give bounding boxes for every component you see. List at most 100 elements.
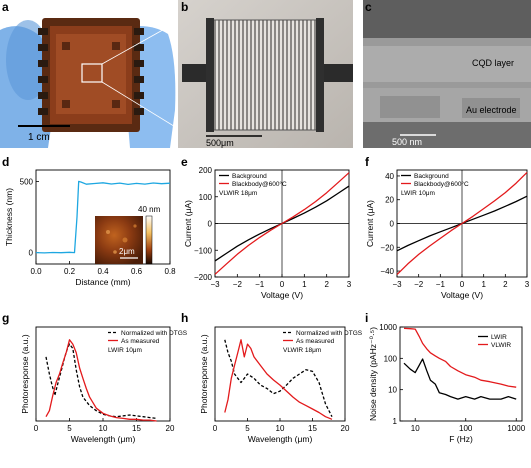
panel-letter-f: f — [365, 155, 370, 169]
x-tick-label-e: −1 — [255, 280, 265, 289]
legend-note-g: LWIR 10μm — [108, 347, 142, 354]
y-tick-label-f: −20 — [380, 243, 394, 252]
y-tick-label-i: 100 — [384, 354, 398, 363]
label-cqd-layer: CQD layer — [472, 58, 514, 68]
y-tick-label-e: 0 — [208, 220, 213, 229]
y-axis-label-g: Photoresponse (a.u.) — [20, 334, 30, 414]
y-tick-label-e: 100 — [199, 193, 213, 202]
x-tick-label-g: 0 — [34, 424, 39, 433]
inset-colorbar-label: 40 nm — [138, 205, 161, 214]
panel-letter-a: a — [2, 0, 9, 14]
zoom-box — [81, 63, 103, 83]
x-tick-label-f: 2 — [503, 280, 508, 289]
x-tick-label-g: 15 — [132, 424, 141, 433]
x-tick-label-e: −2 — [233, 280, 243, 289]
legend-label-g-1: As measured — [121, 338, 160, 345]
x-tick-label-g: 20 — [166, 424, 175, 433]
x-axis-label-h: Wavelength (μm) — [248, 434, 313, 444]
x-tick-label-f: 3 — [525, 280, 530, 289]
series-line-d-0 — [35, 180, 171, 254]
panel-letter-e: e — [181, 155, 188, 169]
inset-colorbar — [145, 215, 153, 265]
panel-letter-i: i — [365, 311, 368, 325]
y-tick-label-e: −200 — [194, 273, 213, 282]
legend-label-e-1: Blackbody@600°C — [232, 180, 287, 188]
panel-letter-g: g — [2, 311, 9, 325]
y-axis-label-d: Thickness (nm) — [4, 188, 14, 246]
x-tick-label-i: 10 — [411, 424, 420, 433]
series-line-i-1 — [403, 327, 517, 388]
y-tick-label-d: 500 — [20, 177, 34, 186]
x-tick-label-f: −2 — [414, 280, 424, 289]
interdigitated-fingers — [214, 20, 316, 130]
panel-c: CQD layer Au electrode 500 nm c — [363, 0, 531, 148]
y-tick-label-i: 10 — [388, 386, 397, 395]
y-tick-label-i: 1000 — [379, 323, 397, 332]
panel-letter-d: d — [2, 155, 9, 169]
panel-h: h 0 5 10 15 20 Wavelength (μm) Photoresponse (… — [181, 311, 363, 444]
y-tick-label-f: −40 — [380, 267, 394, 276]
series-line-h-1 — [224, 339, 333, 420]
y-tick-label-e: 200 — [199, 166, 213, 175]
electrode-pad-right — [318, 64, 353, 82]
legend-note-e: VLWIR 18μm — [219, 190, 257, 197]
legend-label-i-0: LWIR — [491, 334, 507, 341]
panel-a: 1 cm a — [0, 0, 178, 148]
legend-label-f-1: Blackbody@600°C — [414, 180, 469, 188]
legend-note-f: LWIR 10μm — [401, 190, 435, 197]
pins-right — [134, 28, 144, 115]
x-tick-label-d: 0.4 — [97, 267, 109, 276]
panel-g: g 0 5 10 15 20 Wavelength (μm) Photoresponse (… — [2, 311, 188, 444]
chart-i: 10 100 1000 1 10 100 1000 F (Hz) Noise density (… — [368, 323, 526, 444]
scale-bar-label-a: 1 cm — [28, 132, 50, 143]
series-line-i-0 — [403, 358, 517, 400]
legend-label-e-0: Background — [232, 173, 267, 180]
afm-inset: 2μm 40 nm — [95, 205, 161, 265]
x-tick-label-d: 0.6 — [131, 267, 143, 276]
x-tick-label-e: 3 — [347, 280, 352, 289]
series-line-f-1 — [396, 171, 528, 276]
electrode-pad-left — [182, 64, 212, 82]
y-axis-label-i: Noise density (pAHz⁻⁰·⁵) — [368, 327, 378, 421]
x-tick-label-g: 10 — [99, 424, 108, 433]
y-tick-label-e: −100 — [194, 246, 213, 255]
panel-i: i 10 100 1000 1 10 100 1000 F (Hz) Noise density… — [365, 311, 526, 444]
legend-label-h-0: Normalized with DTGS — [296, 330, 363, 337]
x-tick-label-d: 0.0 — [30, 267, 42, 276]
x-axis-label-f: Voltage (V) — [441, 290, 483, 300]
x-tick-label-i: 1000 — [507, 424, 525, 433]
x-tick-label-f: 0 — [460, 280, 465, 289]
panel-letter-c: c — [365, 0, 372, 14]
chart-e: −3 −2 −1 0 1 2 3 −200 −100 0 100 200 Voltage (V) Curr… — [183, 166, 352, 300]
y-tick-label-f: 0 — [390, 220, 395, 229]
pins-left — [38, 28, 48, 115]
panel-f: f −3 −2 −1 0 1 2 3 −40 −20 0 20 40 Voltage (V) Curren… — [365, 155, 530, 300]
y-tick-label-f: 20 — [385, 196, 394, 205]
x-tick-label-h: 5 — [245, 424, 250, 433]
chart-g: 0 5 10 15 20 Wavelength (μm) Photoresponse (a.… — [20, 326, 188, 444]
x-tick-label-f: −1 — [436, 280, 446, 289]
x-tick-label-e: 0 — [280, 280, 285, 289]
x-axis-label-d: Distance (mm) — [75, 277, 130, 287]
x-tick-label-h: 0 — [213, 424, 218, 433]
x-tick-label-f: 1 — [481, 280, 486, 289]
x-tick-label-i: 100 — [459, 424, 473, 433]
x-tick-label-e: 1 — [302, 280, 307, 289]
x-tick-label-d: 0.8 — [164, 267, 176, 276]
legend-label-i-1: VLWIR — [491, 342, 511, 349]
y-axis-label-f: Current (μA) — [365, 200, 375, 247]
legend-label-h-1: As measured — [296, 338, 335, 345]
x-tick-label-d: 0.2 — [64, 267, 76, 276]
x-tick-label-h: 10 — [276, 424, 285, 433]
panel-e: e −3 −2 −1 0 1 2 3 −200 −100 0 100 200 Voltage (V) Cu… — [181, 155, 352, 300]
plot-frame-i — [399, 326, 523, 422]
x-tick-label-e: −3 — [210, 280, 220, 289]
inset-scale-label: 2μm — [119, 247, 135, 256]
x-tick-label-h: 20 — [341, 424, 350, 433]
x-axis-label-g: Wavelength (μm) — [71, 434, 136, 444]
y-tick-label-f: 40 — [385, 172, 394, 181]
chart-f: −3 −2 −1 0 1 2 3 −40 −20 0 20 40 Voltage (V) Current … — [365, 169, 530, 300]
panel-letter-h: h — [181, 311, 188, 325]
chart-h: 0 5 10 15 20 Wavelength (μm) Photoresponse (a.… — [199, 326, 363, 444]
series-line-e-1 — [214, 172, 350, 275]
